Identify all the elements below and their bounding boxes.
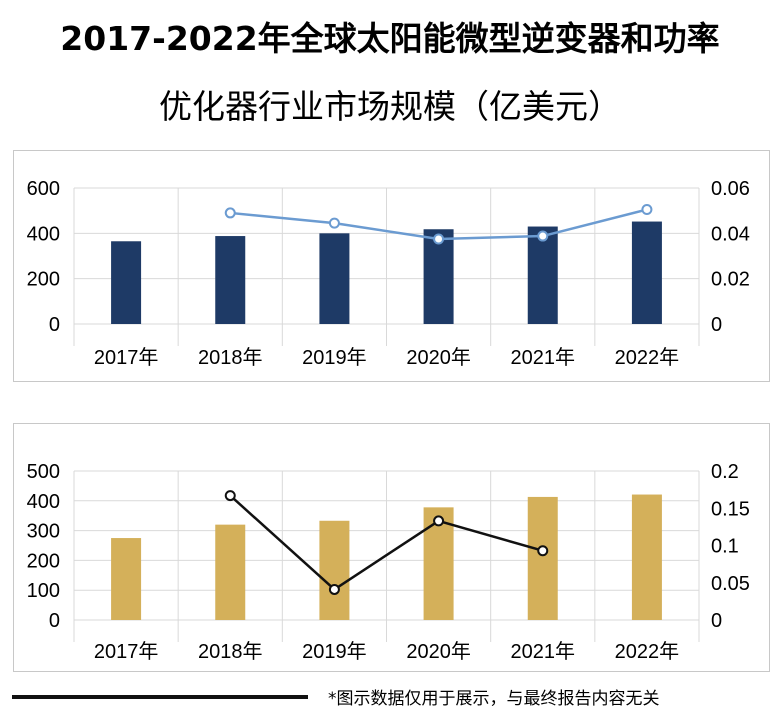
- line-segment: [333, 519, 440, 591]
- line-segment: [438, 234, 543, 241]
- y-tick-label: 200: [27, 550, 60, 572]
- line-point-2020年: [433, 515, 445, 527]
- x-tick-label: 2017年: [94, 346, 159, 369]
- y2-tick-label: 0.2: [711, 461, 739, 483]
- footer-note: *图示数据仅用于展示，与最终报告内容无关: [328, 689, 660, 709]
- bar-2017年: [111, 241, 142, 324]
- y-tick-label: 400: [27, 491, 60, 513]
- y-tick-label: 500: [27, 461, 60, 483]
- chart-top: 0 200 400 600 0 0.02 0.04 0.06 2017年 2018年 2019年 20…: [27, 178, 750, 369]
- line-point-2018年: [224, 207, 236, 219]
- bar-2018年: [215, 236, 246, 324]
- bar-2022年: [631, 221, 662, 324]
- footer-divider: [12, 695, 308, 699]
- bar-2019年: [319, 520, 350, 620]
- chart-panel-bottom: 0 100 200 300 400 500 0 0.05 0.1 0.15 0.2 2017年 2018…: [13, 423, 770, 672]
- y2-tick-label: 0.15: [711, 498, 750, 520]
- y2-tick-label: 0.05: [711, 573, 750, 595]
- y2-tick-label: 0: [711, 314, 722, 336]
- x-tick-label: 2019年: [302, 346, 367, 369]
- x-tick-label: 2021年: [511, 640, 576, 663]
- y-tick-label: 0: [49, 610, 60, 632]
- line-segment: [230, 211, 335, 225]
- chart-panel-top: 0 200 400 600 0 0.02 0.04 0.06 2017年 2018年 2019年 20…: [13, 150, 770, 382]
- line-point-2022年: [641, 204, 653, 216]
- y-tick-label: 0: [49, 314, 60, 336]
- bar-2021年: [527, 226, 558, 324]
- x-tick-label: 2019年: [302, 640, 367, 663]
- x-tick-label: 2018年: [198, 640, 263, 663]
- line-segment: [542, 208, 648, 238]
- line-point-2018年: [224, 490, 236, 502]
- bar-2021年: [527, 496, 558, 620]
- y-tick-label: 400: [27, 223, 60, 245]
- line-point-2020年: [433, 233, 445, 245]
- bar-2020年: [423, 229, 454, 324]
- x-tick-label: 2022年: [615, 640, 680, 663]
- x-tick-label: 2020年: [406, 640, 471, 663]
- y2-tick-label: 0.06: [711, 178, 750, 200]
- bar-2019年: [319, 233, 350, 324]
- bar-2022年: [631, 494, 662, 620]
- y-tick-label: 600: [27, 178, 60, 200]
- y2-tick-label: 0: [711, 610, 722, 632]
- line-point-2021年: [537, 545, 549, 557]
- line-segment: [334, 221, 439, 241]
- bar-2018年: [215, 524, 246, 620]
- x-tick-label: 2018年: [198, 346, 263, 369]
- line-segment: [438, 519, 544, 552]
- title-line-2: 优化器行业市场规模（亿美元）: [159, 87, 621, 126]
- x-tick-label: 2022年: [615, 346, 680, 369]
- y-tick-label: 100: [27, 580, 60, 602]
- y2-tick-label: 0.1: [711, 536, 739, 558]
- x-tick-label: 2020年: [406, 346, 471, 369]
- x-tick-label: 2021年: [511, 346, 576, 369]
- y-tick-label: 300: [27, 521, 60, 543]
- y2-tick-label: 0.04: [711, 223, 750, 245]
- line-point-2021年: [537, 230, 549, 242]
- line-point-2019年: [328, 583, 340, 595]
- y-tick-label: 200: [27, 269, 60, 291]
- line-segment: [229, 494, 336, 591]
- bar-2017年: [111, 538, 142, 620]
- y2-tick-label: 0.02: [711, 269, 750, 291]
- title-line-1: 2017-2022年全球太阳能微型逆变器和功率: [60, 19, 720, 58]
- chart-bottom: 0 100 200 300 400 500 0 0.05 0.1 0.15 0.2 2017年 2018…: [27, 461, 750, 663]
- x-tick-label: 2017年: [94, 640, 159, 663]
- line-point-2019年: [328, 217, 340, 229]
